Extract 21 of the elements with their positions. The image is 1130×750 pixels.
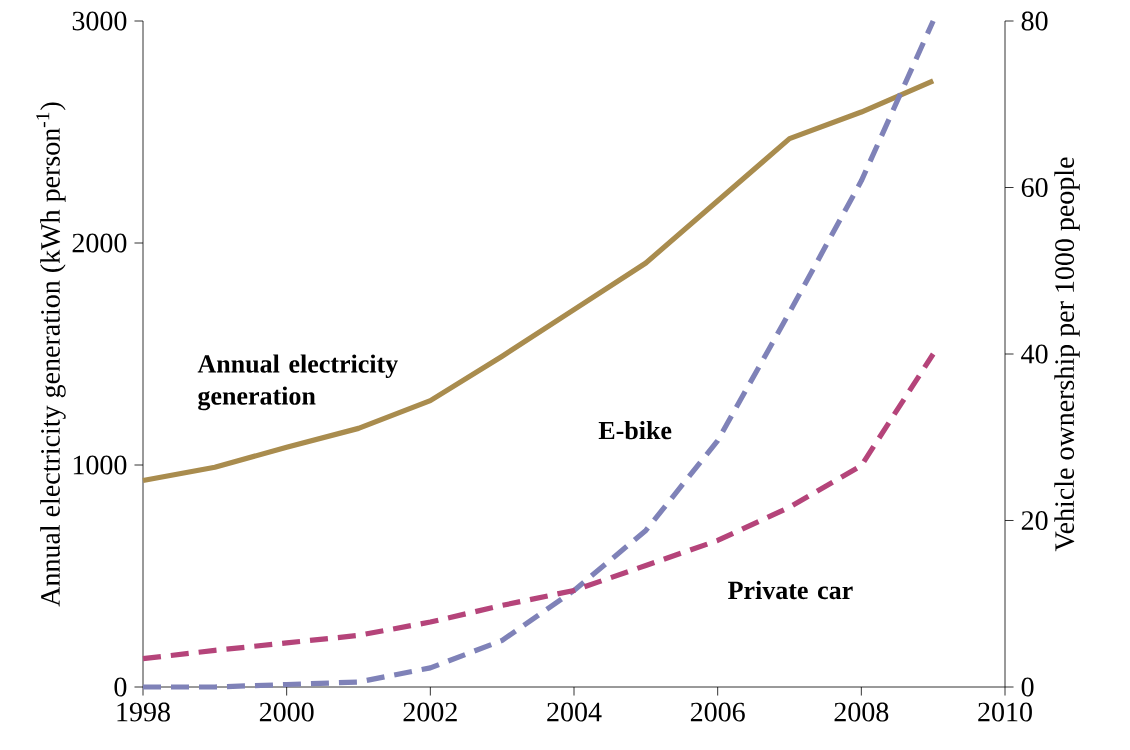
y2-tick-label: 0 — [1021, 677, 1034, 697]
y2-tick-label: 60 — [1021, 178, 1048, 197]
series-label: Annual electricity generation — [197, 354, 398, 411]
y-axis-title: Annual electricity generation (kWh person$^{-1}$) — [36, 102, 66, 607]
y-tick-label: 2000 — [72, 233, 127, 253]
x-tick-label: 2002 — [403, 702, 457, 722]
x-tick-label: 1998 — [117, 702, 170, 722]
x-tick-label: 2004 — [547, 702, 602, 722]
y-tick-label: 3000 — [72, 11, 127, 31]
x-tick-label: 2008 — [834, 702, 889, 722]
y2-tick-label: 80 — [1021, 11, 1048, 31]
series-label: E-bike — [598, 421, 672, 440]
y2-tick-label: 20 — [1021, 511, 1048, 530]
x-tick-label: 2010 — [978, 702, 1032, 722]
x-tick-label: 2000 — [259, 702, 314, 722]
y2-tick-label: 40 — [1021, 344, 1048, 364]
y-tick-label: 1000 — [73, 455, 127, 475]
y2-axis-title: Vehicle ownership per 1000 people — [1054, 157, 1080, 552]
x-tick-label: 2006 — [690, 702, 745, 722]
series-label: Private car — [728, 580, 853, 600]
y-tick-label: 0 — [114, 677, 127, 697]
